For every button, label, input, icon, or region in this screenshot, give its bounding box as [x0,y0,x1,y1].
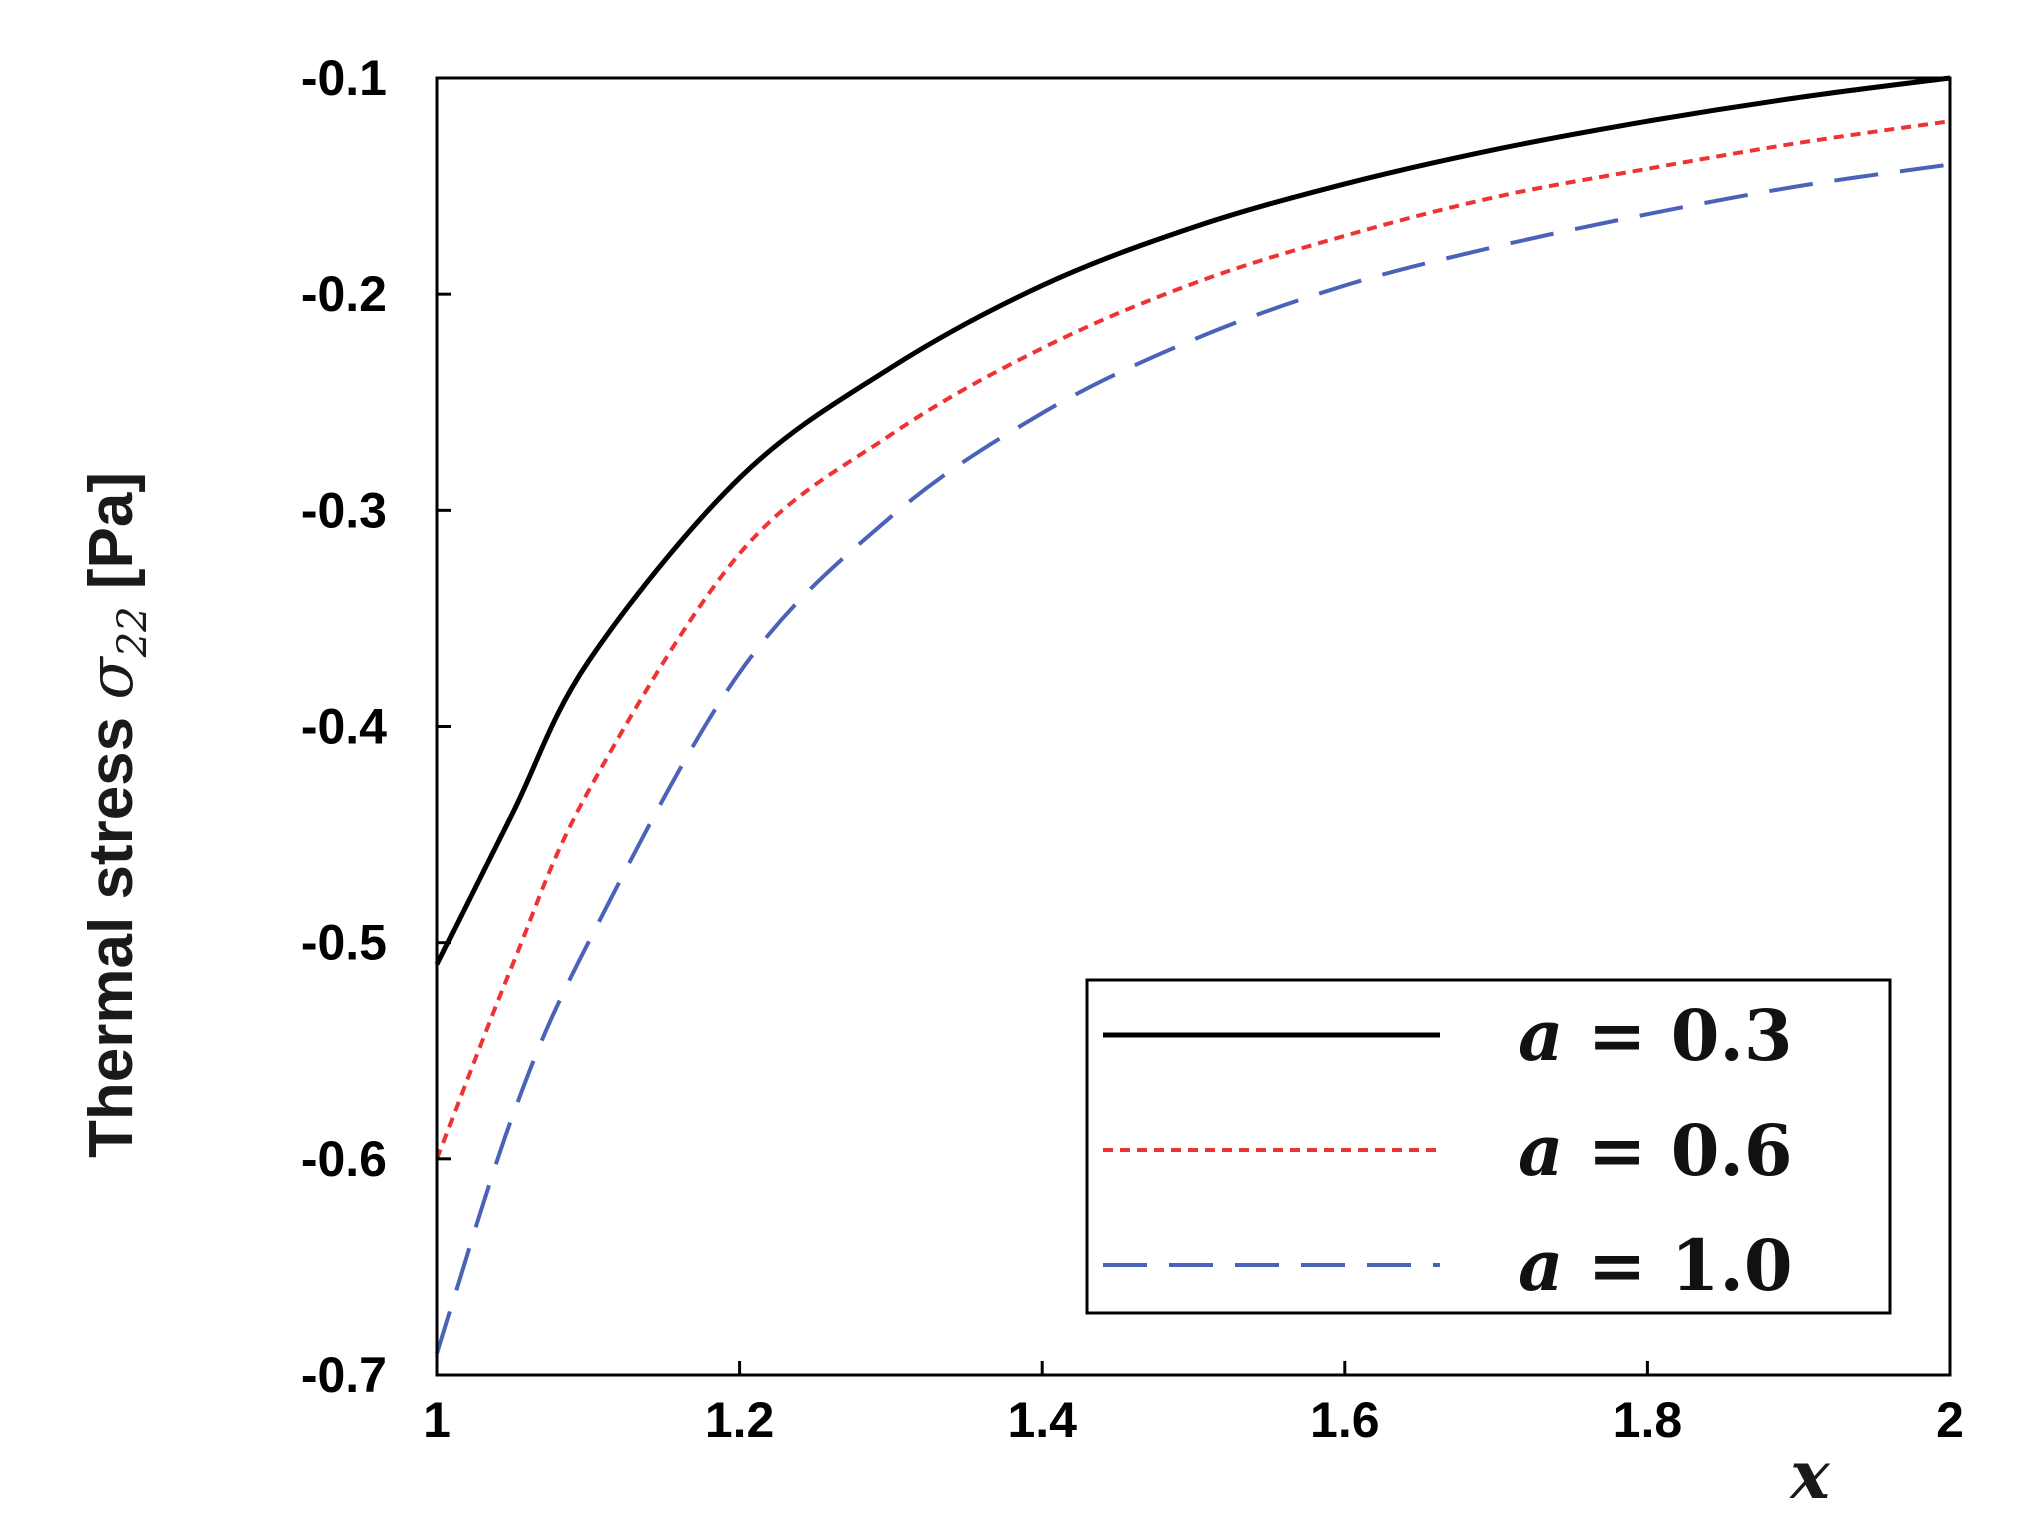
series-line-3 [435,162,1951,1355]
x-tick-label: 1.2 [705,1392,775,1448]
legend-label-2: a = 0.6 [1518,1109,1793,1192]
x-tick-label: 1.6 [1310,1392,1380,1448]
ticks-layer: 1 1.2 1.4 1.6 1.8 2 -0.1 -0.2 -0.3 -0.4 -0.5 -0.6 -0… [301,50,1964,1448]
x-tick-label: 2 [1936,1392,1964,1448]
series-line-1 [434,75,1951,966]
y-axis-title-subscript: 22 [110,606,156,658]
legend: a = 0.3 a = 0.6 a = 1.0 [1085,978,1892,1315]
y-axis-title-unit: [Pa] [77,472,146,606]
x-tick-label: 1.4 [1007,1392,1077,1448]
y-tick-label: -0.4 [301,699,387,755]
series-layer [434,75,1951,1355]
x-tick-label: 1 [423,1392,451,1448]
y-tick-label: -0.1 [301,50,387,106]
svg-text:Thermal stress σ22 [Pa]: Thermal stress σ22 [Pa] [74,472,156,1158]
series-line-2 [435,119,1951,1160]
y-tick-label: -0.5 [301,915,387,971]
y-axis-title: Thermal stress σ22 [Pa] [74,472,156,1158]
y-tick-label: -0.3 [301,482,387,538]
y-tick-label: -0.6 [301,1131,387,1187]
y-tick-label: -0.7 [301,1347,387,1403]
x-axis-title: x [1788,1436,1830,1514]
y-tick-label: -0.2 [301,266,387,322]
y-axis-title-text: Thermal stress [77,700,146,1158]
y-axis-title-symbol: σ [74,656,147,700]
x-tick-label: 1.8 [1613,1392,1683,1448]
legend-label-3: a = 1.0 [1518,1224,1793,1307]
legend-label-1: a = 0.3 [1518,994,1793,1077]
